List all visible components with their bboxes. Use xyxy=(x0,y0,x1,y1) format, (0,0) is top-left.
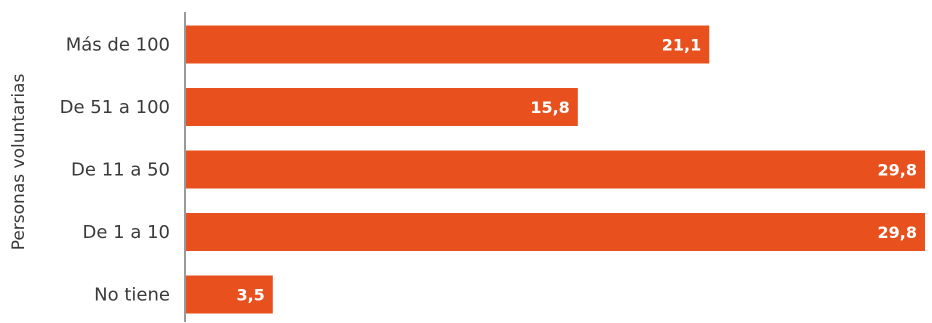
value-label-2: 29,8 xyxy=(878,161,917,180)
category-label-3: De 1 a 10 xyxy=(83,222,171,243)
bars-layer: Más de 100 21,1 De 51 a 100 15,8 De 11 a 50 2… xyxy=(60,25,925,314)
bar-1 xyxy=(186,88,578,126)
bar-3 xyxy=(186,213,925,251)
category-label-1: De 51 a 100 xyxy=(60,97,170,118)
category-label-0: Más de 100 xyxy=(66,35,170,56)
value-label-4: 3,5 xyxy=(236,286,264,305)
bar-4 xyxy=(186,275,273,314)
category-label-4: No tiene xyxy=(94,285,170,306)
y-axis-title: Personas voluntarias xyxy=(9,74,29,251)
value-label-3: 29,8 xyxy=(878,223,917,242)
value-label-1: 15,8 xyxy=(530,98,569,117)
bar-0 xyxy=(186,25,710,64)
bar-2 xyxy=(186,150,925,189)
value-label-0: 21,1 xyxy=(662,36,701,55)
category-label-2: De 11 a 50 xyxy=(71,160,170,181)
